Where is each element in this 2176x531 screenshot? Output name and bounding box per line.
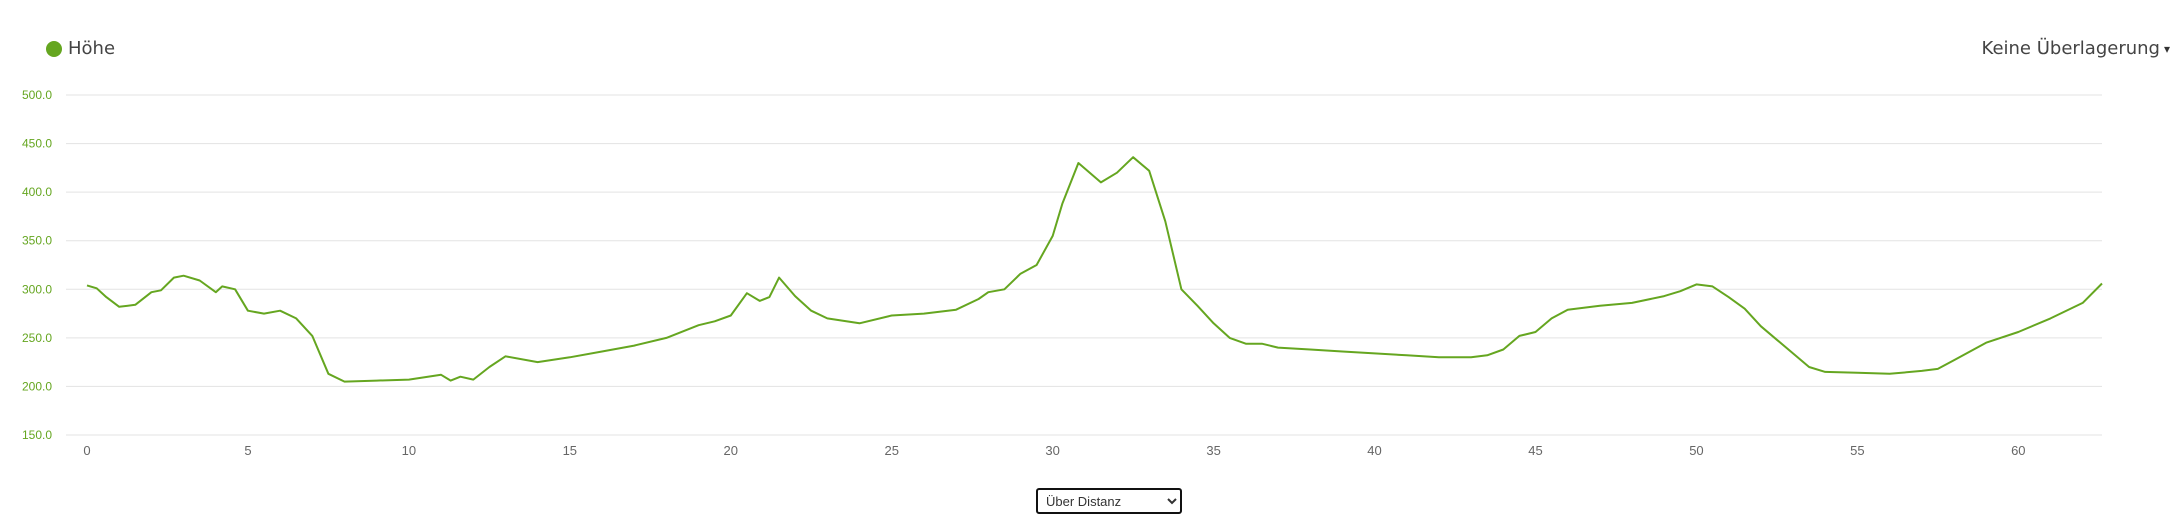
y-axis-ticks: 150.0 200.0 250.0 300.0 350.0 400.0 450.0 500.0 — [22, 88, 52, 442]
x-tick-label: 40 — [1367, 443, 1381, 458]
y-tick-label: 500.0 — [22, 88, 52, 102]
legend-item-hoehe[interactable]: Höhe — [46, 38, 115, 59]
series-group — [86, 156, 2103, 383]
grid-lines — [66, 94, 2102, 436]
legend-label: Höhe — [68, 38, 116, 59]
overlay-dropdown-label: Keine Überlagerung — [1981, 38, 2160, 59]
elevation-chart: 150.0 200.0 250.0 300.0 350.0 400.0 450.0 500.0… — [22, 88, 2103, 458]
x-tick-label: 55 — [1850, 443, 1864, 458]
x-tick-label: 35 — [1206, 443, 1220, 458]
y-tick-label: 350.0 — [22, 234, 52, 248]
y-tick-label: 200.0 — [22, 379, 52, 393]
x-tick-label: 5 — [244, 443, 251, 458]
x-tick-label: 25 — [884, 443, 898, 458]
x-tick-label: 15 — [563, 443, 577, 458]
y-tick-label: 150.0 — [22, 428, 52, 442]
y-tick-label: 250.0 — [22, 331, 52, 345]
x-tick-label: 20 — [724, 443, 738, 458]
x-axis-mode-select[interactable]: Über Distanz — [1036, 488, 1182, 514]
x-tick-label: 30 — [1045, 443, 1059, 458]
x-tick-label: 45 — [1528, 443, 1542, 458]
x-axis-mode-select-wrapper: Über Distanz — [1036, 488, 1182, 514]
x-tick-label: 0 — [83, 443, 90, 458]
y-tick-label: 300.0 — [22, 282, 52, 296]
x-axis-ticks: 0 5 10 15 20 25 30 35 40 45 50 55 60 — [83, 443, 2025, 458]
x-tick-label: 60 — [2011, 443, 2025, 458]
series-line-hoehe — [86, 156, 2103, 383]
overlay-dropdown[interactable]: Keine Überlagerung ▾ — [1982, 38, 2170, 59]
legend-color-dot — [46, 40, 62, 57]
y-tick-label: 450.0 — [22, 137, 52, 151]
y-tick-label: 400.0 — [22, 185, 52, 199]
caret-down-icon: ▾ — [2163, 41, 2170, 56]
x-tick-label: 10 — [402, 443, 416, 458]
x-tick-label: 50 — [1689, 443, 1703, 458]
